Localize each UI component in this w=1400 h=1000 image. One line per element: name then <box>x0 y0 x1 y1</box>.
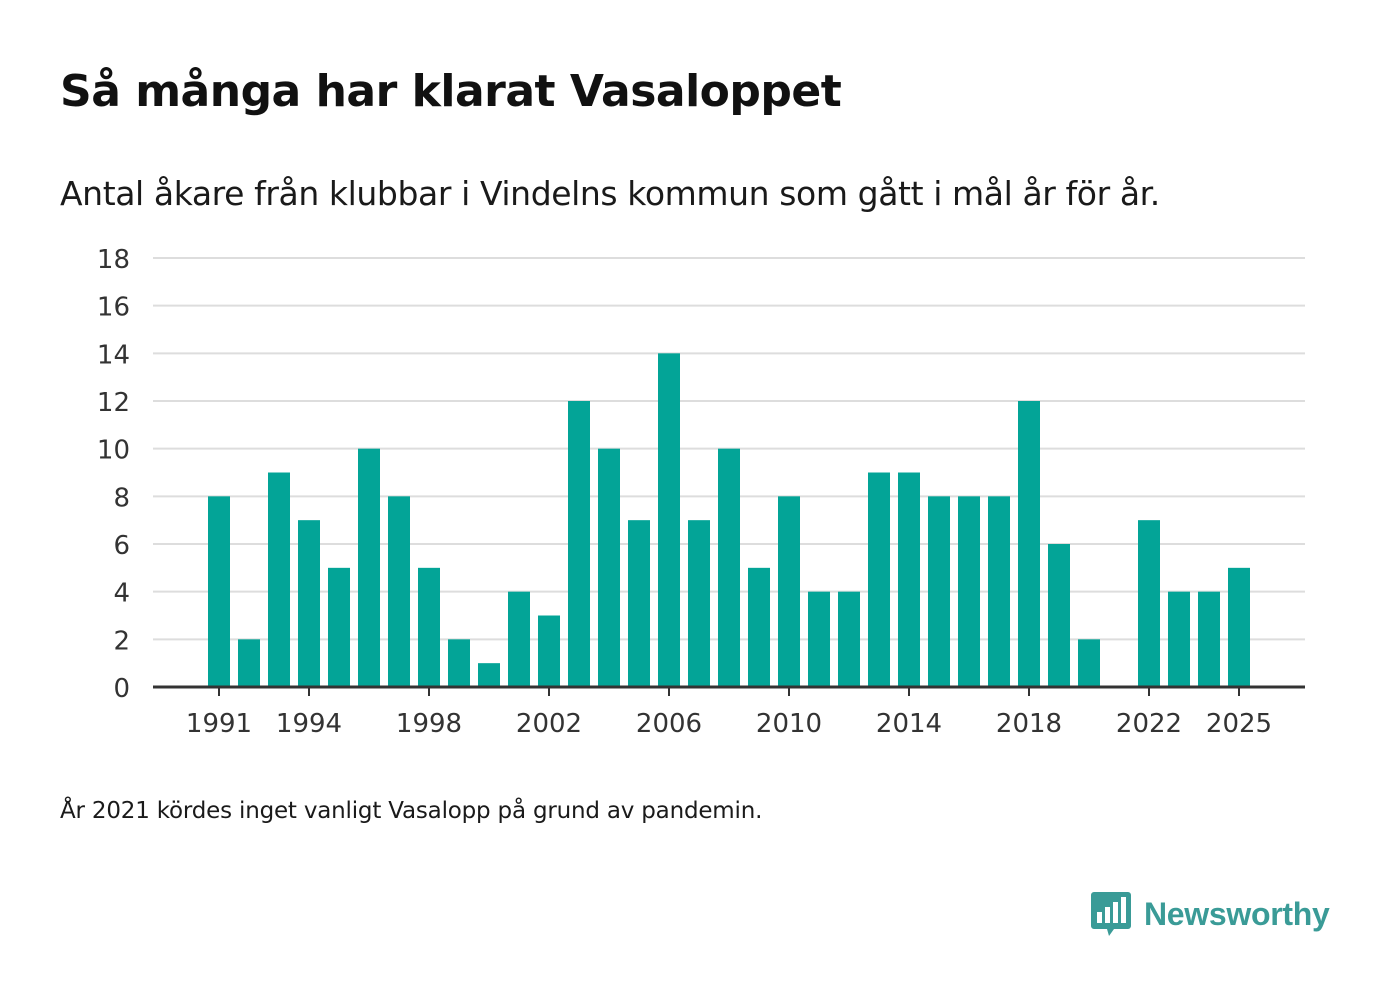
x-tick-label: 2002 <box>516 709 582 739</box>
y-tick-label: 10 <box>97 436 130 466</box>
bar-1992 <box>238 639 260 687</box>
y-tick-labels: 0 2 4 6 8 10 12 14 16 18 <box>97 245 130 704</box>
bar-2008 <box>718 448 740 687</box>
bar-2015 <box>928 496 950 687</box>
y-tick-label: 0 <box>113 674 130 704</box>
y-tick-label: 18 <box>97 245 130 275</box>
y-tick-label: 14 <box>97 340 130 370</box>
x-tick-label: 2014 <box>876 709 942 739</box>
x-tick-label: 1998 <box>396 709 462 739</box>
bar-2016 <box>958 496 980 687</box>
bar-1999 <box>448 639 470 687</box>
bar-2010 <box>778 496 800 687</box>
bar-2012 <box>838 591 860 687</box>
brand-logo: Newsworthy <box>1090 890 1330 938</box>
bar-2009 <box>748 567 770 687</box>
bar-2013 <box>868 472 890 687</box>
x-tick-labels: 1991 1994 1998 2002 2006 2010 2014 2018 2022 2025 <box>186 709 1272 739</box>
bar-1998 <box>418 567 440 687</box>
bar-2025 <box>1228 567 1250 687</box>
bar-2020 <box>1078 639 1100 687</box>
x-tick-label: 1994 <box>276 709 342 739</box>
x-tick-label: 2010 <box>756 709 822 739</box>
bar-2024 <box>1198 591 1220 687</box>
bar-2023 <box>1168 591 1190 687</box>
chart-subtitle: Antal åkare från klubbar i Vindelns komm… <box>60 174 1160 213</box>
bar-1996 <box>358 448 380 687</box>
x-tick-label: 2025 <box>1206 709 1272 739</box>
bar-chart-speech-bubble-icon <box>1091 892 1131 936</box>
bar-2002 <box>538 615 560 687</box>
bar-1995 <box>328 567 350 687</box>
bar-2011 <box>808 591 830 687</box>
bar-2022 <box>1138 520 1160 687</box>
bar-2019 <box>1048 544 1070 687</box>
bar-2003 <box>568 401 590 687</box>
bar-2005 <box>628 520 650 687</box>
bar-2000 <box>478 663 500 687</box>
axes <box>153 685 1305 696</box>
footnote: År 2021 kördes inget vanligt Vasalopp på… <box>60 798 763 824</box>
bar-2017 <box>988 496 1010 687</box>
bar-1997 <box>388 496 410 687</box>
y-tick-label: 4 <box>113 579 130 609</box>
bar-2014 <box>898 472 920 687</box>
x-tick-label: 2022 <box>1116 709 1182 739</box>
x-tick-label: 2006 <box>636 709 702 739</box>
x-tick-label: 2018 <box>996 709 1062 739</box>
bar-2001 <box>508 591 530 687</box>
x-tick-label: 1991 <box>186 709 252 739</box>
brand-name: Newsworthy <box>1144 895 1330 932</box>
y-tick-label: 16 <box>97 293 130 323</box>
bar-1994 <box>298 520 320 687</box>
bar-2004 <box>598 448 620 687</box>
y-tick-label: 6 <box>113 531 130 561</box>
y-tick-label: 12 <box>97 388 130 418</box>
bar-2018 <box>1018 401 1040 687</box>
bar-1991 <box>208 496 230 687</box>
y-tick-label: 8 <box>113 483 130 513</box>
bar-2007 <box>688 520 710 687</box>
bars <box>208 353 1250 687</box>
chart-title: Så många har klarat Vasaloppet <box>60 66 842 117</box>
y-tick-label: 2 <box>113 626 130 656</box>
bar-2006 <box>658 353 680 687</box>
bar-1993 <box>268 472 290 687</box>
